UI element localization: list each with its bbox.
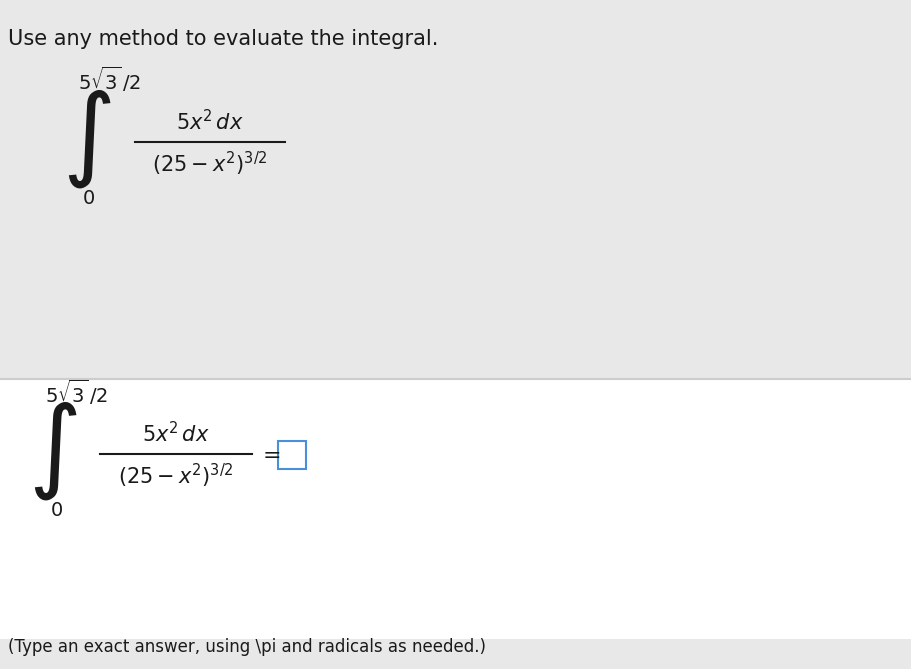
Bar bbox=[0, 0, 911, 379]
Bar bbox=[0, 639, 911, 669]
Text: (Type an exact answer, using \pi and radicals as needed.): (Type an exact answer, using \pi and rad… bbox=[8, 638, 486, 656]
Text: $0$: $0$ bbox=[82, 189, 95, 208]
Text: Use any method to evaluate the integral.: Use any method to evaluate the integral. bbox=[8, 29, 438, 49]
Text: $=$: $=$ bbox=[258, 444, 281, 464]
Text: $5\sqrt{3}\,/2$: $5\sqrt{3}\,/2$ bbox=[45, 378, 107, 407]
Text: $0$: $0$ bbox=[50, 501, 63, 520]
Text: $\left(25-x^{2}\right)^{3/2}$: $\left(25-x^{2}\right)^{3/2}$ bbox=[152, 150, 268, 178]
Bar bbox=[0, 379, 911, 639]
FancyBboxPatch shape bbox=[278, 441, 306, 469]
Text: $5\sqrt{3}\,/2$: $5\sqrt{3}\,/2$ bbox=[78, 65, 140, 94]
Text: $5x^{2}\,dx$: $5x^{2}\,dx$ bbox=[176, 109, 243, 134]
Text: $5x^{2}\,dx$: $5x^{2}\,dx$ bbox=[142, 421, 210, 446]
Text: $\int$: $\int$ bbox=[28, 399, 77, 502]
Text: $\int$: $\int$ bbox=[62, 88, 111, 191]
Text: $\left(25-x^{2}\right)^{3/2}$: $\left(25-x^{2}\right)^{3/2}$ bbox=[118, 462, 233, 490]
